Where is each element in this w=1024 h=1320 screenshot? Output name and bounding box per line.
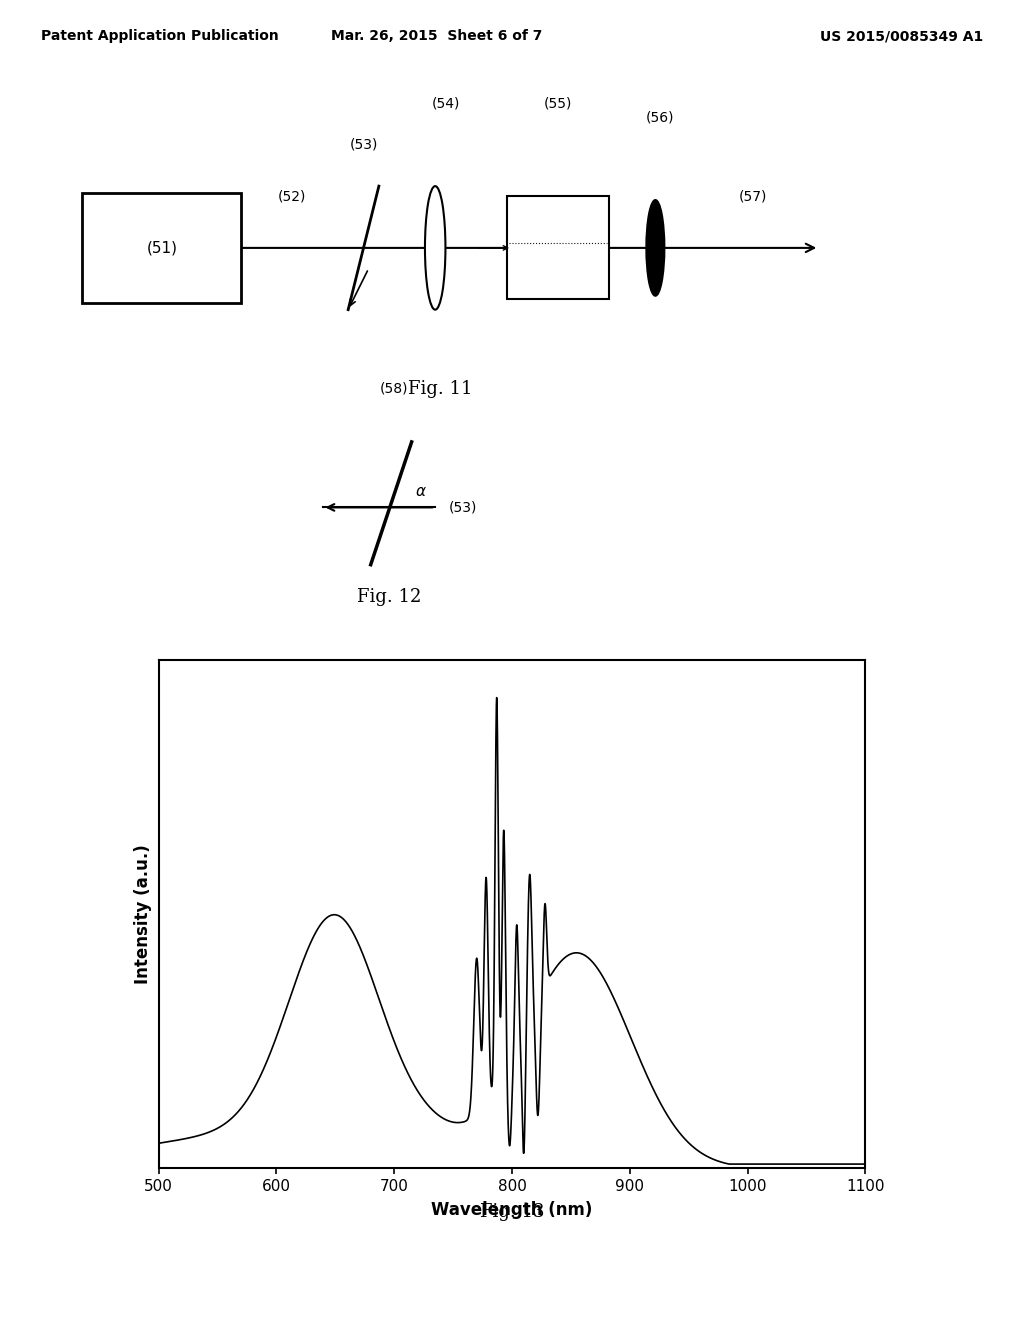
Text: (54): (54) — [431, 96, 460, 111]
X-axis label: Wavelength (nm): Wavelength (nm) — [431, 1201, 593, 1218]
Text: (53): (53) — [349, 137, 378, 152]
Bar — [507, 197, 609, 300]
Text: Fig. 11: Fig. 11 — [409, 380, 472, 397]
Text: (53): (53) — [449, 500, 477, 515]
Ellipse shape — [425, 186, 445, 310]
Text: (57): (57) — [738, 189, 767, 203]
Text: (51): (51) — [146, 240, 177, 255]
Text: Mar. 26, 2015  Sheet 6 of 7: Mar. 26, 2015 Sheet 6 of 7 — [331, 29, 543, 44]
Text: US 2015/0085349 A1: US 2015/0085349 A1 — [820, 29, 983, 44]
Text: $\alpha$: $\alpha$ — [415, 483, 427, 499]
Bar — [82, 193, 241, 302]
Y-axis label: Intensity (a.u.): Intensity (a.u.) — [134, 845, 152, 983]
Text: Fig. 12: Fig. 12 — [357, 589, 421, 606]
Text: (56): (56) — [646, 111, 675, 124]
Text: (52): (52) — [278, 189, 306, 203]
Text: Patent Application Publication: Patent Application Publication — [41, 29, 279, 44]
Ellipse shape — [646, 199, 665, 296]
Text: (58): (58) — [380, 381, 409, 396]
Text: Fig. 13: Fig. 13 — [480, 1203, 544, 1221]
Text: (55): (55) — [544, 96, 572, 111]
